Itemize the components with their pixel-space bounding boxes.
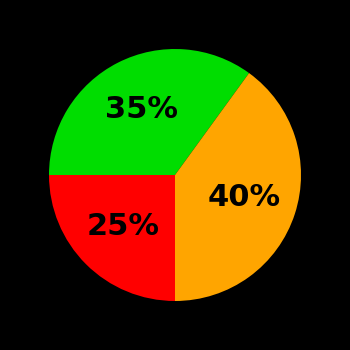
Wedge shape [49,175,175,301]
Wedge shape [49,49,249,175]
Text: 25%: 25% [87,212,160,241]
Text: 40%: 40% [208,183,281,212]
Text: 35%: 35% [105,96,178,124]
Wedge shape [175,73,301,301]
